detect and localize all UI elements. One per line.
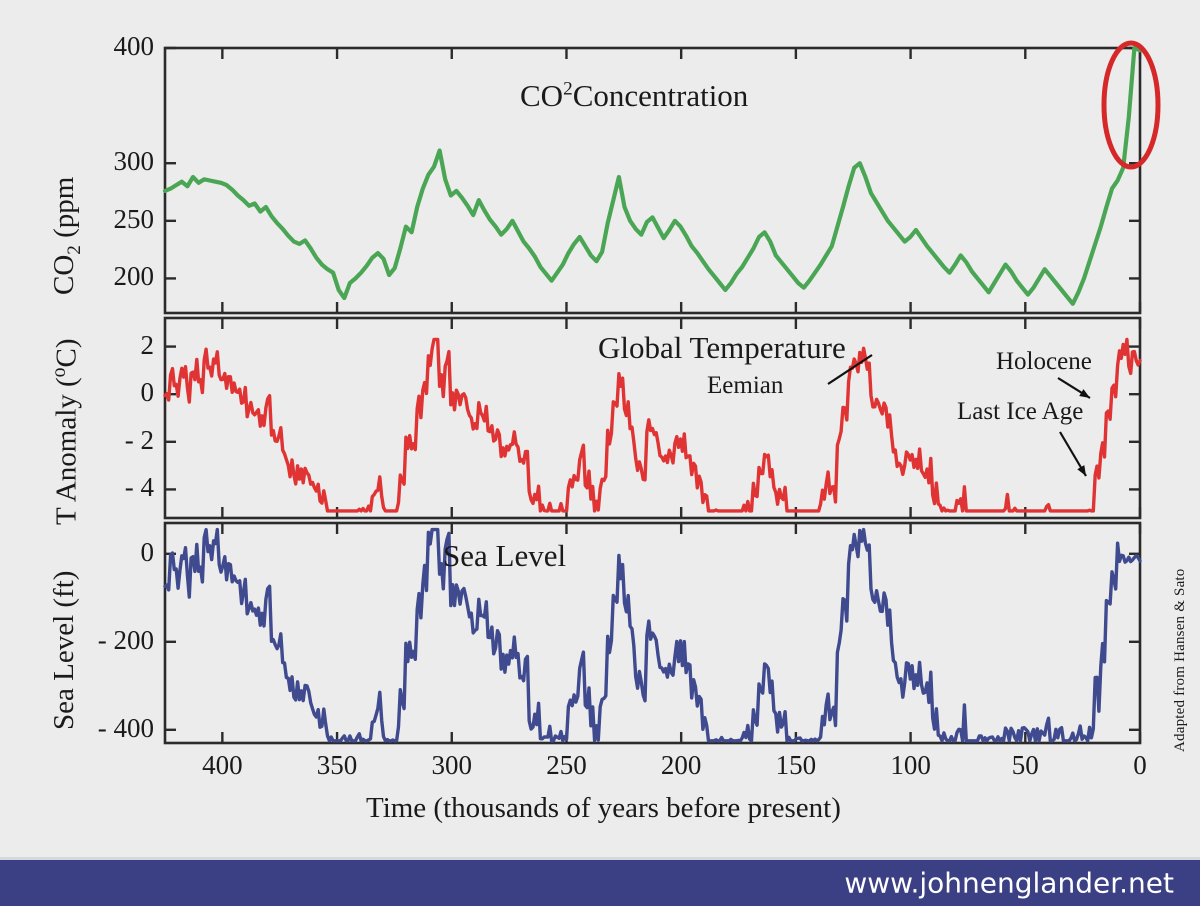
- panel-frame-0: [163, 46, 1142, 315]
- ytick-label-p1-3: - 4: [124, 472, 154, 503]
- xtick-label-8: 0: [1133, 750, 1147, 780]
- xtick-label-3: 250: [546, 750, 587, 780]
- xtick-label-5: 150: [775, 750, 817, 780]
- ytick-label-p0-0: 200: [113, 261, 155, 292]
- annotation-last-ice-age: Last Ice Age: [957, 398, 1084, 425]
- xtick-label-0: 400: [202, 750, 243, 780]
- ytick-label-p2-2: - 400: [97, 712, 154, 743]
- footer-divider: [0, 857, 1200, 860]
- xtick-label-7: 50: [1011, 750, 1039, 780]
- ytick-label-p1-0: 2: [140, 329, 155, 360]
- xtick-label-1: 350: [316, 750, 358, 780]
- axis-title-time: Time (thousands of years before present): [366, 792, 841, 824]
- panel-frame-1: [163, 316, 1142, 520]
- leader-holocene-head: [1079, 389, 1090, 398]
- ytick-label-p0-1: 250: [113, 203, 155, 234]
- modern-co2-highlight-ellipse: [1101, 40, 1161, 170]
- panel-title-co2: CO2Concentration: [520, 78, 749, 113]
- xtick-label-6: 100: [890, 750, 931, 780]
- footer-bar: www.johnenglander.net: [0, 860, 1200, 906]
- series-sea-level: [163, 527, 1142, 743]
- ytick-label-p2-0: 0: [140, 536, 155, 567]
- annotation-eemian: Eemian: [707, 372, 784, 399]
- xtick-label-2: 300: [431, 750, 473, 780]
- panel-title-sea-level: Sea Level: [443, 538, 567, 573]
- series-co2: [162, 45, 1143, 306]
- xtick-label-4: 200: [660, 750, 702, 780]
- credit-text: Adapted from Hansen & Sato: [1172, 568, 1188, 753]
- ytick-label-p2-1: - 200: [97, 624, 154, 655]
- leader-eemian: [827, 354, 873, 385]
- leader-last-ice-age-head: [1077, 465, 1086, 476]
- ytick-label-p1-1: 0: [140, 377, 155, 408]
- ytick-label-p0-3: 400: [113, 31, 155, 61]
- series-temperature: [163, 337, 1142, 513]
- panel-title-temperature: Global Temperature: [598, 330, 846, 365]
- ytick-label-p0-2: 300: [113, 146, 155, 177]
- ytick-label-p1-2: - 2: [124, 424, 154, 455]
- annotation-holocene: Holocene: [996, 348, 1092, 375]
- panel-frame-2: [163, 521, 1142, 745]
- website-url: www.johnenglander.net: [844, 866, 1174, 900]
